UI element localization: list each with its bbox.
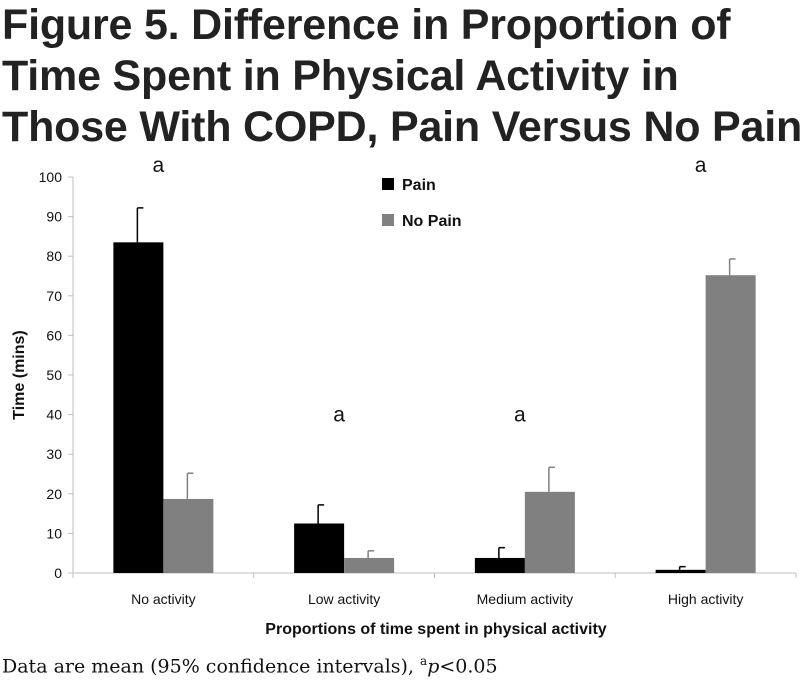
bar-no-pain <box>705 275 756 573</box>
x-tick-label: Low activity <box>308 591 380 607</box>
x-tick-label: High activity <box>668 591 743 607</box>
y-tick-label: 20 <box>46 486 62 502</box>
footnote-p-value: <0.05 <box>439 655 498 678</box>
title-line-1: Figure 5. Difference in Proportion of <box>2 1 731 49</box>
y-tick-label: 80 <box>46 248 62 264</box>
bar-no-pain <box>163 498 214 573</box>
y-axis-title: Time (mins) <box>11 330 28 420</box>
title-line-2: Time Spent in Physical Activity in <box>2 52 679 100</box>
x-tick-label: No activity <box>131 591 196 607</box>
legend-swatch <box>382 214 394 226</box>
y-tick-label: 70 <box>46 288 62 304</box>
significance-marker: a <box>153 154 165 177</box>
title-line-3: Those With COPD, Pain Versus No Pain <box>2 103 800 151</box>
y-tick-label: 50 <box>46 367 62 383</box>
footnote: Data are mean (95% confidence intervals)… <box>2 654 498 677</box>
y-tick-label: 40 <box>46 407 62 423</box>
y-tick-label: 60 <box>46 327 62 343</box>
footnote-superscript: a <box>420 654 428 668</box>
figure-title: Figure 5. Difference in Proportion of Ti… <box>2 0 800 153</box>
bar-pain <box>113 242 164 573</box>
x-axis-title: Proportions of time spent in physical ac… <box>265 621 607 638</box>
x-tick-label: Medium activity <box>477 591 573 607</box>
y-tick-label: 100 <box>39 169 63 185</box>
bar-pain <box>655 569 706 573</box>
significance-marker: a <box>333 404 345 427</box>
footnote-p-symbol: p <box>427 655 440 678</box>
significance-marker: a <box>514 404 526 427</box>
bar-pain <box>294 523 345 573</box>
legend-label: Pain <box>402 177 436 194</box>
bar-no-pain <box>344 557 395 573</box>
y-tick-label: 0 <box>54 565 62 581</box>
bar-pain <box>474 557 525 573</box>
y-tick-label: 30 <box>46 446 62 462</box>
bar-no-pain <box>524 491 575 573</box>
y-tick-label: 90 <box>46 209 62 225</box>
significance-marker: a <box>695 154 707 177</box>
footnote-text: Data are mean (95% confidence intervals)… <box>2 655 414 678</box>
legend-swatch <box>382 178 394 190</box>
legend-label: No Pain <box>402 213 462 230</box>
y-tick-label: 10 <box>46 525 62 541</box>
